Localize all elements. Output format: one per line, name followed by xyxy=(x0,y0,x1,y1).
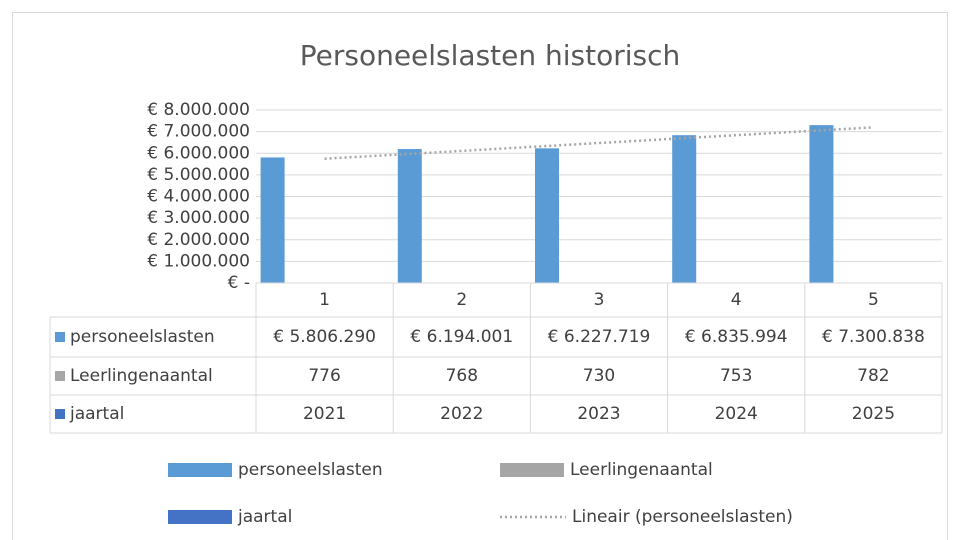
table-row-label: Leerlingenaantal xyxy=(70,366,213,386)
legend-label: Leerlingenaantal xyxy=(570,460,713,480)
legend-swatch xyxy=(168,510,232,524)
x-tick-label: 1 xyxy=(319,290,330,310)
y-tick-label: € 6.000.000 xyxy=(147,143,250,163)
y-tick-label: € 4.000.000 xyxy=(147,187,250,207)
table-cell: 2021 xyxy=(303,404,346,424)
table-cell: 776 xyxy=(308,366,340,386)
legend-label: jaartal xyxy=(237,507,292,527)
bar xyxy=(260,157,285,283)
table-cell: 2022 xyxy=(440,404,483,424)
table-cell: 753 xyxy=(720,366,752,386)
y-tick-label: € 3.000.000 xyxy=(147,208,250,228)
chart-area xyxy=(12,12,948,540)
table-cell: 2025 xyxy=(852,404,895,424)
table-row-label: personeelslasten xyxy=(70,327,215,347)
y-tick-label: € 5.000.000 xyxy=(147,165,250,185)
table-cell: 782 xyxy=(857,366,889,386)
legend-label: Lineair (personeelslasten) xyxy=(572,507,793,527)
table-legend-key xyxy=(55,332,65,342)
bar xyxy=(672,135,697,283)
x-tick-label: 4 xyxy=(731,290,742,310)
trendline xyxy=(324,126,874,160)
legend-label: personeelslasten xyxy=(238,460,383,480)
y-tick-label: € 2.000.000 xyxy=(147,230,250,250)
legend-swatch xyxy=(168,463,232,477)
y-tick-label: € 8.000.000 xyxy=(147,100,250,120)
bar xyxy=(397,149,422,283)
table-cell: € 6.194.001 xyxy=(410,327,513,347)
table-cell: 730 xyxy=(583,366,615,386)
table-cell: 2023 xyxy=(577,404,620,424)
y-tick-label: € 1.000.000 xyxy=(147,251,250,271)
table-legend-key xyxy=(55,371,65,381)
x-tick-label: 3 xyxy=(594,290,605,310)
table-cell: 768 xyxy=(446,366,478,386)
table-cell: € 5.806.290 xyxy=(273,327,376,347)
chart-title: Personeelslasten historisch xyxy=(300,39,681,72)
legend-swatch xyxy=(500,463,564,477)
bar xyxy=(535,148,559,283)
table-legend-key xyxy=(55,409,65,419)
bar xyxy=(809,125,834,283)
x-tick-label: 5 xyxy=(868,290,879,310)
table-cell: € 7.300.838 xyxy=(822,327,925,347)
table-row-label: jaartal xyxy=(69,404,124,424)
table-cell: € 6.835.994 xyxy=(685,327,788,347)
table-cell: 2024 xyxy=(715,404,758,424)
x-tick-label: 2 xyxy=(456,290,467,310)
table-cell: € 6.227.719 xyxy=(548,327,651,347)
y-tick-label: € 7.000.000 xyxy=(147,122,250,142)
y-tick-label: € - xyxy=(228,273,250,293)
